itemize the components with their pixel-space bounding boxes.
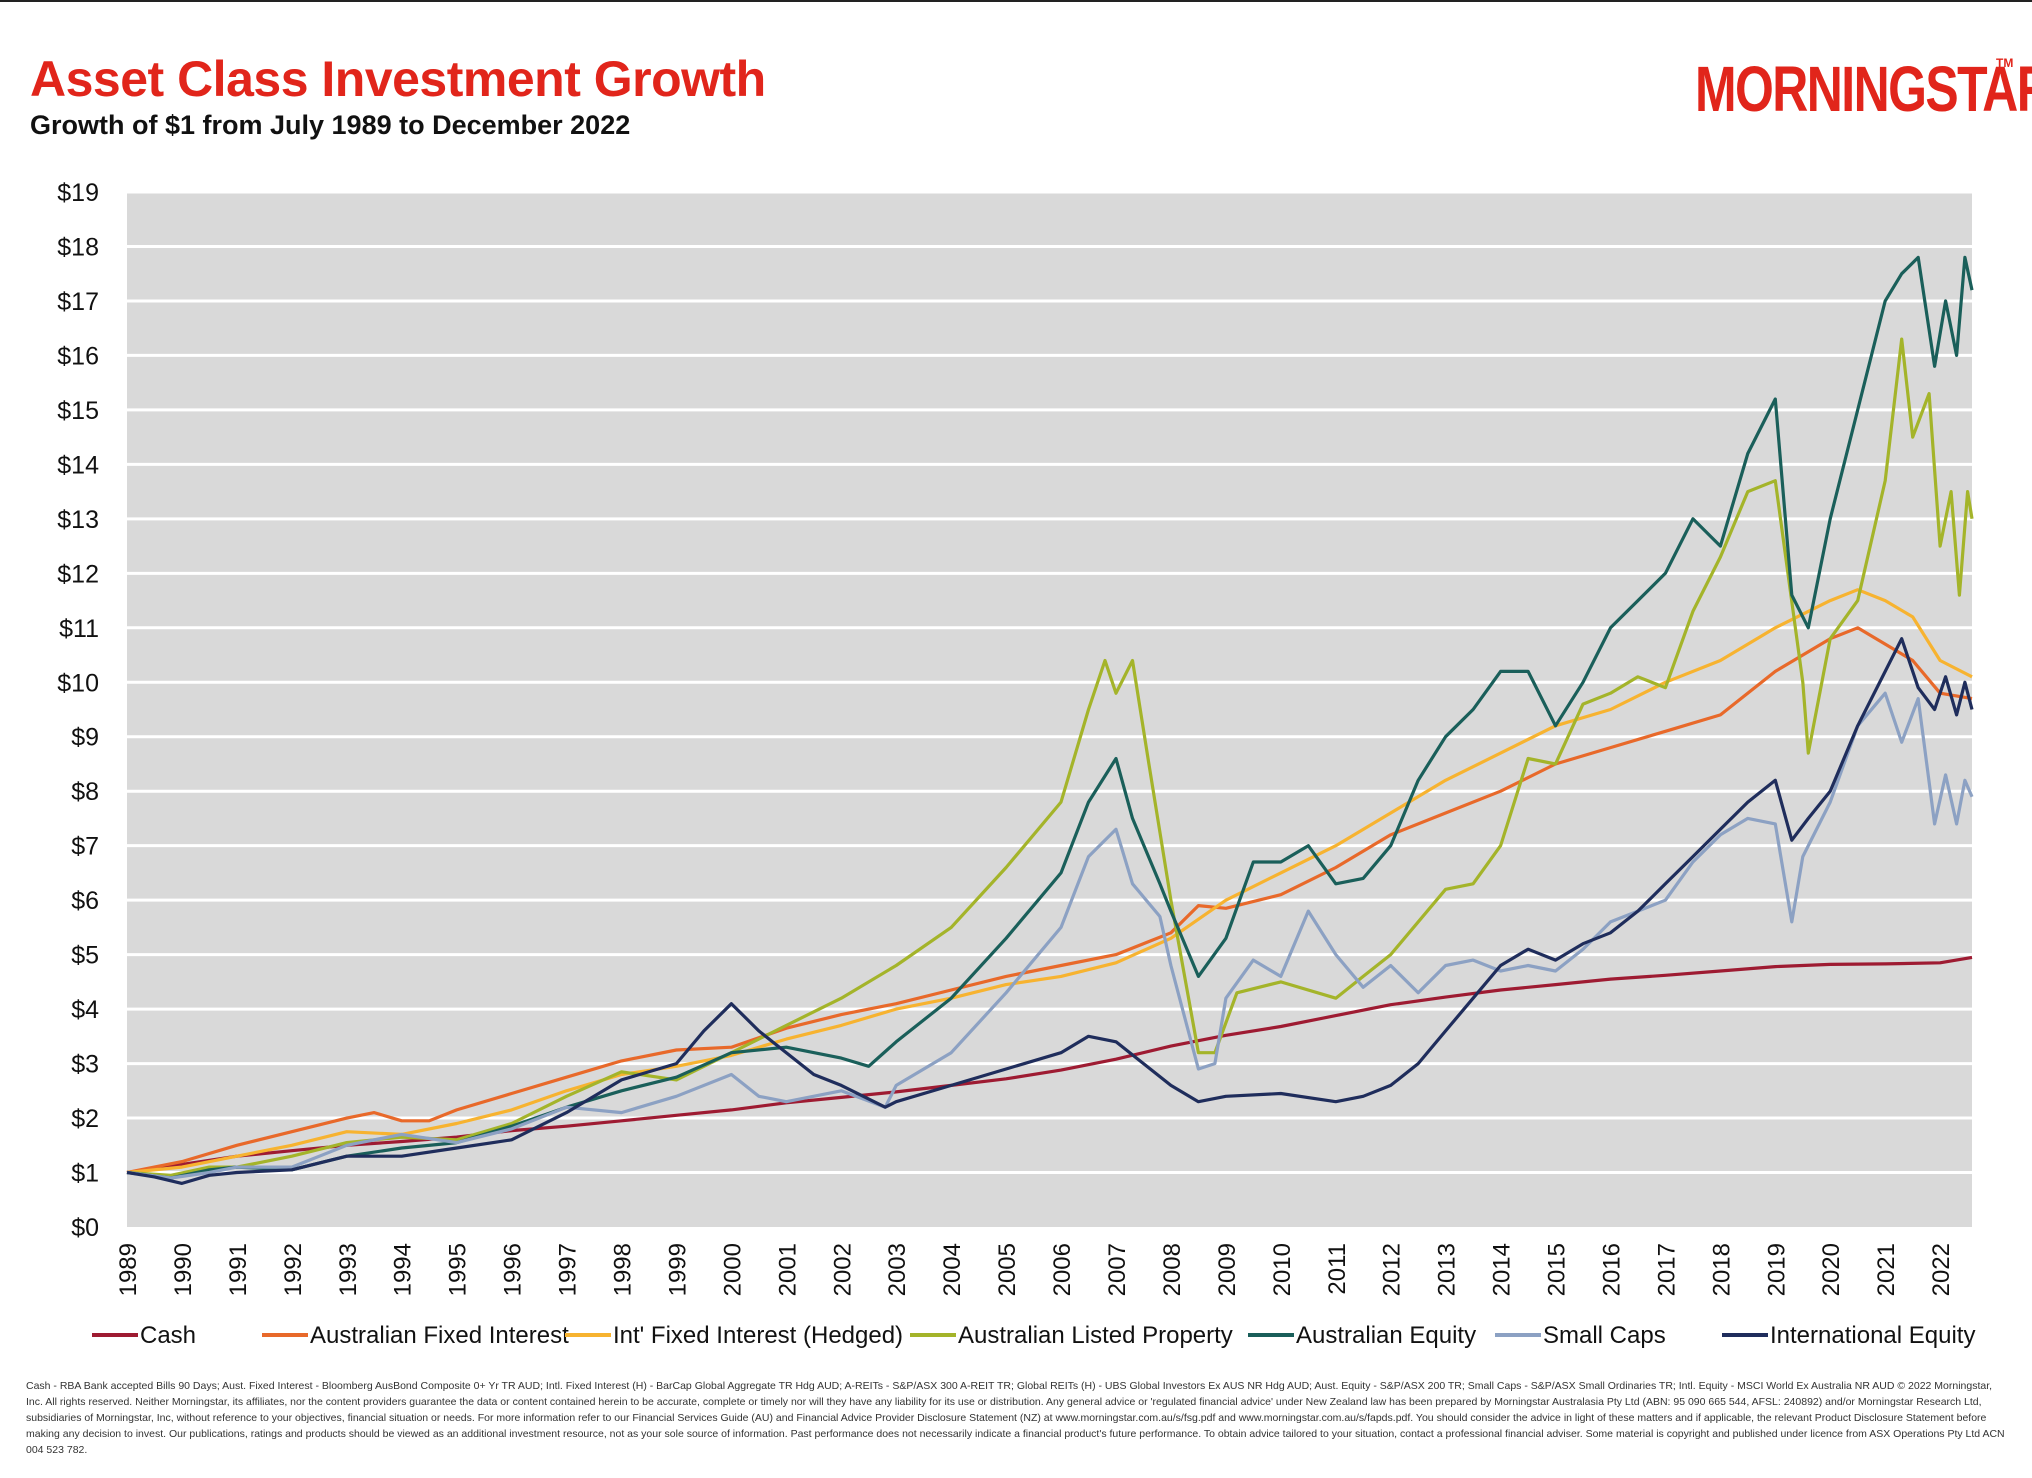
x-tick-label: 2011	[1324, 1243, 1351, 1295]
y-tick-label: $0	[71, 1214, 99, 1242]
legend-label: Small Caps	[1543, 1322, 1666, 1349]
y-tick-label: $17	[57, 288, 99, 316]
legend-item: Australian Equity	[1248, 1322, 1476, 1349]
chart-subtitle: Growth of $1 from July 1989 to December …	[30, 110, 631, 140]
y-tick-label: $3	[71, 1051, 99, 1079]
x-tick-label: 2018	[1708, 1243, 1735, 1296]
legend-item: Small Caps	[1495, 1322, 1666, 1349]
x-tick-label: 2015	[1544, 1243, 1571, 1296]
series-line-australian-fixed-interest	[126, 626, 1973, 1175]
y-tick-label: $6	[71, 887, 99, 915]
y-tick-label: $4	[71, 996, 99, 1024]
x-tick-label: 2016	[1598, 1243, 1625, 1296]
y-tick-label: $1	[71, 1160, 99, 1188]
x-tick-label: 2012	[1379, 1243, 1406, 1296]
x-tick-label: 2000	[719, 1243, 746, 1296]
x-tick-label: 2021	[1873, 1243, 1900, 1296]
x-tick-label: 2006	[1049, 1243, 1076, 1296]
footnote-disclaimer: Cash - RBA Bank accepted Bills 90 Days; …	[26, 1380, 2005, 1456]
x-tick-label: 1998	[609, 1243, 636, 1296]
x-tick-label: 2001	[774, 1243, 801, 1296]
legend-label: International Equity	[1770, 1322, 1975, 1349]
legend-item: International Equity	[1722, 1322, 1975, 1349]
x-tick-label: 1996	[500, 1243, 527, 1296]
series-line-international-equity	[126, 637, 1974, 1185]
x-tick-label: 2003	[884, 1243, 911, 1296]
morningstar-logo: MORNINGSTAR	[1695, 53, 2032, 125]
y-tick-label: $2	[71, 1105, 99, 1133]
legend-item: Australian Fixed Interest	[262, 1322, 569, 1349]
x-tick-label: 1991	[225, 1243, 252, 1296]
legend-label: Australian Listed Property	[958, 1322, 1233, 1349]
x-tick-label: 1999	[664, 1243, 691, 1296]
legend-label: Australian Equity	[1296, 1322, 1476, 1349]
y-tick-label: $10	[57, 669, 99, 697]
x-tick-label: 2013	[1434, 1243, 1461, 1296]
x-tick-label: 2017	[1653, 1243, 1680, 1296]
legend-item: Australian Listed Property	[910, 1322, 1233, 1349]
y-tick-label: $16	[57, 342, 99, 370]
y-tick-label: $9	[71, 724, 99, 752]
legend-label: Int' Fixed Interest (Hedged)	[613, 1322, 903, 1349]
x-tick-label: 2005	[994, 1243, 1021, 1296]
legend-label: Australian Fixed Interest	[310, 1322, 569, 1349]
series-line-australian-listed-property	[126, 337, 1974, 1177]
x-tick-label: 2014	[1489, 1243, 1516, 1296]
y-tick-label: $5	[71, 942, 99, 970]
logo-trademark: TM	[1996, 56, 2014, 70]
y-tick-label: $14	[57, 451, 99, 479]
x-tick-label: 1989	[115, 1243, 142, 1296]
x-tick-label: 1993	[335, 1243, 362, 1296]
y-tick-label: $18	[57, 233, 99, 261]
x-tick-label: 1990	[170, 1243, 197, 1296]
x-tick-label: 2019	[1763, 1243, 1790, 1296]
y-tick-label: $8	[71, 778, 99, 806]
y-tick-label: $15	[57, 397, 99, 425]
y-tick-label: $7	[71, 833, 99, 861]
x-tick-label: 1994	[390, 1243, 417, 1296]
x-tick-label: 2004	[939, 1243, 966, 1296]
y-tick-label: $12	[57, 560, 99, 588]
x-tick-label: 2002	[829, 1243, 856, 1296]
series-line-int-fixed-interest-hedged	[126, 588, 1973, 1175]
y-tick-label: $11	[59, 615, 99, 643]
x-tick-label: 2020	[1818, 1243, 1845, 1296]
legend-item: Cash	[92, 1322, 196, 1349]
top-border	[0, 0, 2032, 2]
series-line-small-caps	[126, 691, 1974, 1180]
x-tick-label: 1995	[445, 1243, 472, 1296]
x-tick-label: 1992	[280, 1243, 307, 1296]
y-tick-label: $19	[57, 179, 99, 207]
x-tick-label: 2007	[1104, 1243, 1131, 1296]
x-tick-label: 2008	[1159, 1243, 1186, 1296]
x-tick-label: 2009	[1214, 1243, 1241, 1296]
legend-item: Int' Fixed Interest (Hedged)	[565, 1322, 903, 1349]
x-tick-label: 1997	[555, 1243, 582, 1296]
x-tick-label: 2010	[1269, 1243, 1296, 1296]
chart-title: Asset Class Investment Growth	[30, 51, 766, 107]
growth-line-chart: $0 $1 $2 $3 $4 $5 $6 $7 $8 $9 $10 $11 $12 $13 $14 $15 $1…	[57, 179, 1975, 1349]
legend-label: Cash	[140, 1322, 196, 1349]
x-tick-label: 2022	[1928, 1243, 1955, 1296]
series-line-australian-equity	[126, 255, 1974, 1180]
y-tick-label: $13	[57, 506, 99, 534]
